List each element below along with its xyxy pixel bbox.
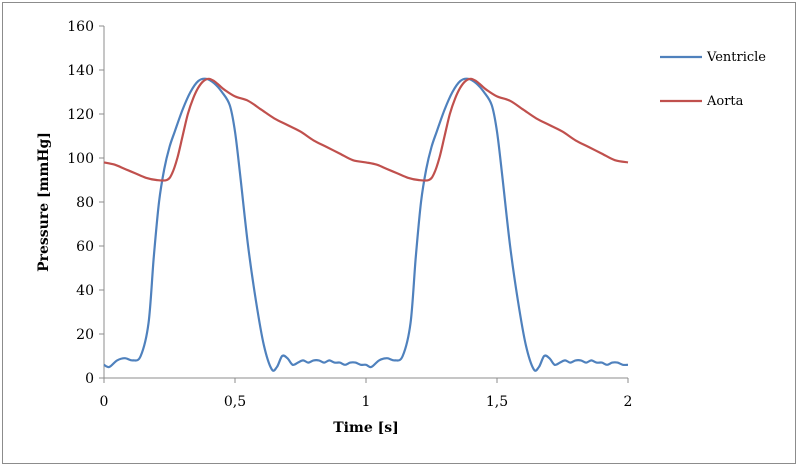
y-tick-label: 160 <box>67 19 94 35</box>
y-tick-label: 100 <box>67 151 94 167</box>
legend-item-aorta: Aorta <box>660 94 744 109</box>
y-tick-label: 40 <box>76 283 94 299</box>
x-tick-label: 2 <box>624 394 633 410</box>
legend: Ventricle Aorta <box>660 50 766 109</box>
x-tick-label: 0,5 <box>224 394 246 410</box>
series-layer <box>103 77 629 372</box>
y-tick-label: 60 <box>76 239 94 255</box>
legend-label-ventricle: Ventricle <box>706 50 766 65</box>
x-axis-title: Time [s] <box>333 420 398 436</box>
y-tick-label: 120 <box>67 107 94 123</box>
series-line-ventricle <box>103 77 629 372</box>
legend-label-aorta: Aorta <box>706 94 744 109</box>
y-tick-label: 140 <box>67 63 94 79</box>
y-tick-label: 20 <box>76 327 94 343</box>
y-axis-title: Pressure [mmHg] <box>36 132 52 272</box>
y-tick-label: 80 <box>76 195 94 211</box>
x-tick-group: 0 0,5 1 1,5 2 <box>100 378 633 410</box>
chart-area <box>2 2 796 464</box>
y-tick-group: 0 20 40 60 80 100 120 140 160 <box>67 19 104 387</box>
x-tick-label: 1,5 <box>486 394 508 410</box>
legend-item-ventricle: Ventricle <box>660 50 766 65</box>
x-tick-label: 1 <box>362 394 371 410</box>
series-line-aorta <box>103 77 629 182</box>
y-tick-label: 0 <box>85 371 94 387</box>
x-tick-label: 0 <box>100 394 109 410</box>
